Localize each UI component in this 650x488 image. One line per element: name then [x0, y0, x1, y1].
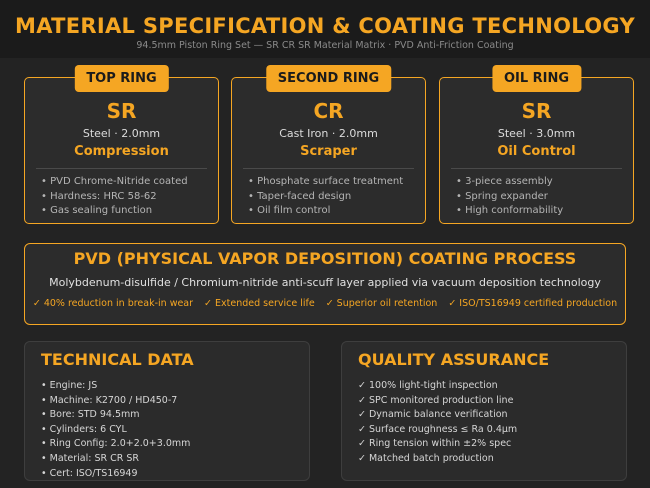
divider — [36, 168, 207, 169]
list-item: • Taper-faced design — [248, 190, 352, 202]
ring-card-oil: OIL RING SR Steel · 3.0mm Oil Control • … — [439, 65, 634, 224]
list-item: ✓ 100% light-tight inspection — [358, 380, 498, 391]
ring-card-second: SECOND RING CR Cast Iron · 2.0mm Scraper… — [231, 65, 426, 224]
technical-data-panel: TECHNICAL DATA • Engine: JS • Machine: K… — [24, 341, 310, 481]
list-item: ✓ SPC monitored production line — [358, 394, 514, 406]
list-item: • Oil film control — [248, 205, 331, 217]
ring-feature-list: • PVD Chrome-Nitride coated • Hardness: … — [41, 175, 218, 219]
list-item: • Engine: JS — [41, 380, 98, 391]
list-item: • Machine: K2700 / HD450-7 — [41, 394, 178, 406]
list-item: ✓ Dynamic balance verification — [358, 409, 508, 421]
pvd-coating-section: PVD (PHYSICAL VAPOR DEPOSITION) COATING … — [24, 243, 626, 325]
list-item: • 3-piece assembly — [456, 176, 553, 187]
pvd-benefit-list: ✓ 40% reduction in break-in wear ✓ Exten… — [25, 297, 625, 310]
page-title: MATERIAL SPECIFICATION & COATING TECHNOL… — [15, 14, 635, 38]
divider — [451, 168, 622, 169]
ring-feature-list: • Phosphate surface treatment • Taper-fa… — [248, 175, 425, 219]
ring-tab-label: SECOND RING — [265, 65, 392, 92]
ring-function: Oil Control — [497, 144, 576, 159]
quality-assurance-title: QUALITY ASSURANCE — [358, 350, 550, 369]
ring-tab-label: TOP RING — [74, 65, 169, 92]
technical-data-title: TECHNICAL DATA — [41, 350, 194, 369]
quality-assurance-list: ✓ 100% light-tight inspection ✓ SPC moni… — [358, 379, 626, 467]
list-item: • Material: SR CR SR — [41, 452, 139, 464]
ring-function: Scraper — [300, 144, 357, 159]
list-item: • Phosphate surface treatment — [248, 176, 404, 187]
quality-assurance-panel: QUALITY ASSURANCE ✓ 100% light-tight ins… — [341, 341, 627, 481]
divider — [243, 168, 414, 169]
pvd-description: Molybdenum-disulfide / Chromium-nitride … — [49, 276, 601, 289]
list-item: • PVD Chrome-Nitride coated — [41, 176, 188, 187]
list-item: • Cert: ISO/TS16949 — [41, 467, 138, 479]
ring-card-top: TOP RING SR Steel · 2.0mm Compression • … — [24, 65, 219, 224]
ring-material-code: SR — [521, 99, 552, 123]
list-item: • Spring expander — [456, 190, 548, 202]
ring-tab-label: OIL RING — [491, 65, 582, 92]
ring-spec: Steel · 2.0mm — [82, 127, 161, 140]
list-item: ✓ Matched batch production — [358, 452, 494, 464]
benefit-item: ✓ ISO/TS16949 certified production — [448, 298, 618, 309]
pvd-title: PVD (PHYSICAL VAPOR DEPOSITION) COATING … — [73, 249, 577, 268]
list-item: • Hardness: HRC 58-62 — [41, 190, 157, 202]
list-item: • Bore: STD 94.5mm — [41, 409, 140, 421]
list-item: • Ring Config: 2.0+2.0+3.0mm — [41, 438, 191, 450]
ring-function: Compression — [74, 144, 169, 159]
benefit-item: ✓ Extended service life — [204, 298, 315, 309]
ring-spec: Cast Iron · 2.0mm — [279, 127, 378, 140]
benefit-item: ✓ Superior oil retention — [325, 298, 438, 309]
ring-feature-list: • 3-piece assembly • Spring expander • H… — [456, 175, 633, 219]
list-item: • High conformability — [456, 205, 564, 217]
ring-spec: Steel · 3.0mm — [497, 127, 576, 140]
list-item: • Gas sealing function — [41, 205, 153, 217]
list-item: • Cylinders: 6 CYL — [41, 423, 127, 435]
list-item: ✓ Ring tension within ±2% spec — [358, 438, 512, 450]
list-item: ✓ Surface roughness ≤ Ra 0.4μm — [358, 423, 518, 435]
page-subtitle: 94.5mm Piston Ring Set — SR CR SR Materi… — [136, 40, 514, 51]
technical-data-list: • Engine: JS • Machine: K2700 / HD450-7 … — [41, 379, 309, 481]
header: MATERIAL SPECIFICATION & COATING TECHNOL… — [0, 0, 650, 58]
ring-material-code: CR — [313, 99, 344, 123]
benefit-item: ✓ 40% reduction in break-in wear — [32, 298, 194, 309]
ring-material-code: SR — [106, 99, 137, 123]
